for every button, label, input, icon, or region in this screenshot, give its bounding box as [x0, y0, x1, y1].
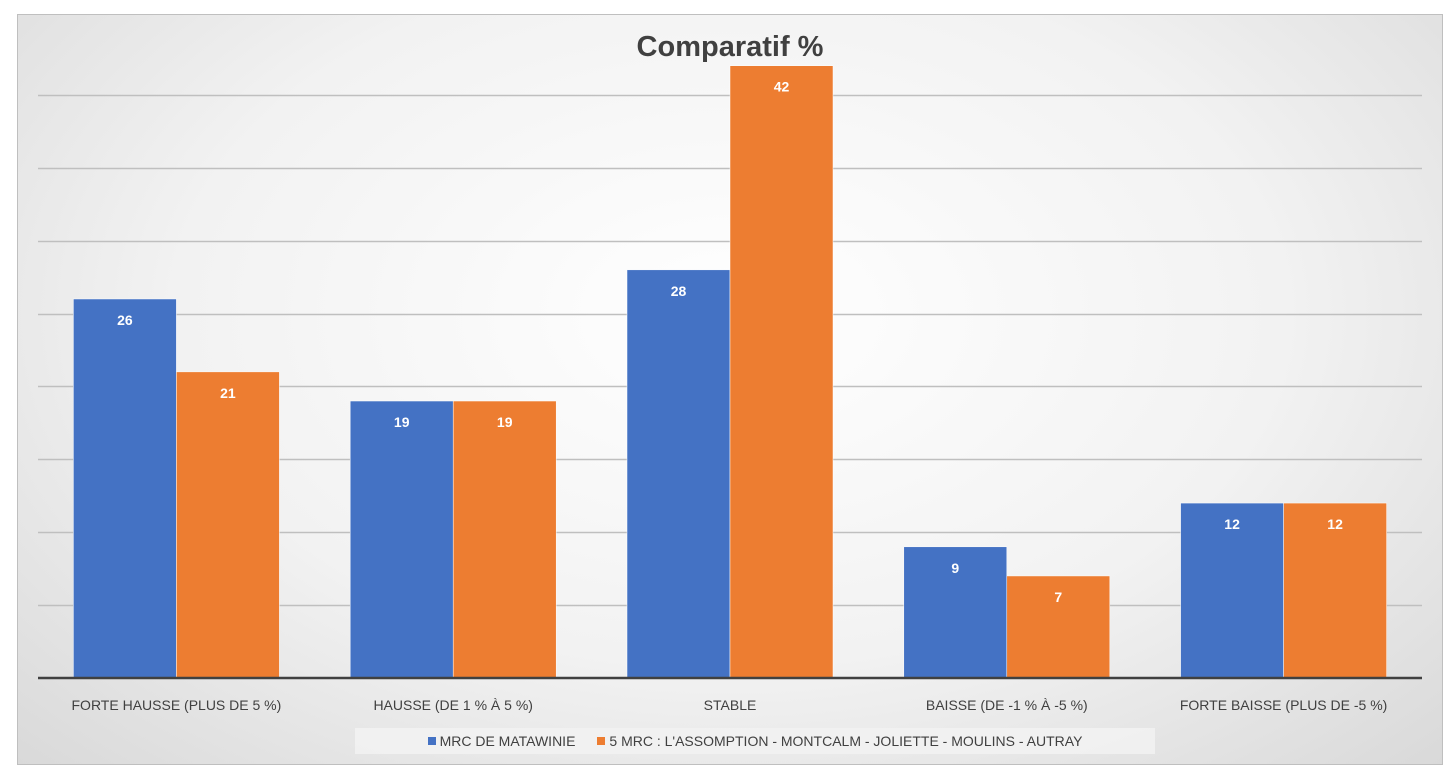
legend-item-series-1: MRC DE MATAWINIE — [427, 733, 576, 749]
bar-2-3 — [729, 65, 834, 679]
bar-1-2 — [349, 400, 454, 679]
bar-2-5 — [1283, 502, 1387, 679]
legend-label-series-1: MRC DE MATAWINIE — [439, 733, 576, 749]
x-tick-label: FORTE BAISSE (PLUS DE -5 %) — [1180, 697, 1387, 713]
bar-1-1 — [73, 298, 177, 679]
data-label: 19 — [497, 414, 513, 430]
x-tick-label: FORTE HAUSSE (PLUS DE 5 %) — [72, 697, 282, 713]
data-label: 19 — [394, 414, 410, 430]
bar-2-4 — [1006, 575, 1111, 679]
chart-title: Comparatif % — [636, 31, 824, 63]
bar-1-4 — [903, 546, 1008, 679]
legend: MRC DE MATAWINIE 5 MRC : L'ASSOMPTION - … — [355, 728, 1155, 754]
legend-swatch-series-1 — [427, 737, 436, 745]
data-labels: 26 21 19 19 28 42 9 7 12 12 — [117, 79, 1343, 605]
data-label: 42 — [774, 79, 790, 95]
data-label: 12 — [1224, 516, 1240, 532]
chart-plot: 26 21 19 19 28 42 9 7 12 12 FORTE HAUSSE (PLUS DE… — [38, 65, 1422, 713]
chart-frame: Comparatif % 26 21 19 19 28 42 9 7 12 12 FORTE HA… — [17, 14, 1443, 765]
x-tick-label: STABLE — [704, 697, 757, 713]
data-label: 28 — [671, 283, 687, 299]
bar-2-1 — [176, 371, 280, 679]
bar-1-5 — [1180, 502, 1284, 679]
data-label: 21 — [220, 385, 236, 401]
legend-swatch-series-2 — [597, 737, 606, 745]
bar-1-3 — [626, 269, 731, 679]
bar-2-2 — [452, 400, 557, 679]
legend-item-series-2: 5 MRC : L'ASSOMPTION - MONTCALM - JOLIET… — [597, 733, 1082, 749]
data-label: 9 — [951, 560, 959, 576]
x-tick-label: BAISSE (DE -1 % À -5 %) — [926, 697, 1088, 713]
data-label: 7 — [1054, 589, 1062, 605]
bars — [73, 65, 1387, 679]
x-tick-label: HAUSSE (DE 1 % À 5 %) — [373, 697, 533, 713]
legend-label-series-2: 5 MRC : L'ASSOMPTION - MONTCALM - JOLIET… — [609, 733, 1083, 749]
x-axis: FORTE HAUSSE (PLUS DE 5 %) HAUSSE (DE 1 %… — [38, 676, 1422, 713]
data-label: 26 — [117, 312, 133, 328]
data-label: 12 — [1327, 516, 1343, 532]
